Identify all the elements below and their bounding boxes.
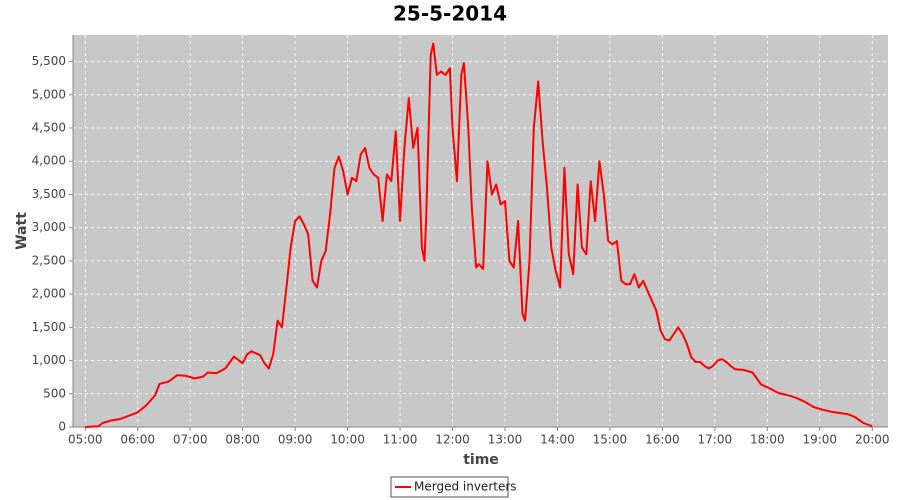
y-tick-label: 3,500 xyxy=(32,187,66,201)
x-tick-label: 20:00 xyxy=(855,433,890,447)
x-tick-label: 14:00 xyxy=(540,433,575,447)
x-tick-label: 13:00 xyxy=(488,433,523,447)
x-tick-label: 06:00 xyxy=(120,433,155,447)
x-tick-label: 08:00 xyxy=(225,433,260,447)
plot-area xyxy=(73,35,888,427)
y-tick-label: 3,000 xyxy=(32,220,66,234)
x-tick-label: 10:00 xyxy=(330,433,365,447)
chart-title: 25-5-2014 xyxy=(393,2,507,26)
x-tick-label: 07:00 xyxy=(173,433,208,447)
x-axis-label: time xyxy=(463,452,499,468)
y-tick-label: 1,000 xyxy=(32,353,66,367)
x-tick-label: 12:00 xyxy=(435,433,470,447)
y-tick-label: 2,000 xyxy=(32,287,66,301)
x-tick-label: 11:00 xyxy=(383,433,418,447)
y-tick-label: 4,000 xyxy=(32,154,66,168)
x-tick-label: 19:00 xyxy=(802,433,837,447)
chart: 25-5-2014 time Watt 0 500 1,000 1,500 2,000 2… xyxy=(0,0,900,500)
x-tick-label: 15:00 xyxy=(593,433,628,447)
y-tick-label: 5,000 xyxy=(32,87,66,101)
y-tick-label: 4,500 xyxy=(32,121,66,135)
y-tick-label: 1,500 xyxy=(32,320,66,334)
x-tick-label: 18:00 xyxy=(750,433,785,447)
y-tick-label: 500 xyxy=(43,386,66,400)
y-tick-label: 5,500 xyxy=(32,54,66,68)
x-tick-label: 16:00 xyxy=(645,433,680,447)
y-tick-label: 2,500 xyxy=(32,253,66,267)
legend-label: Merged inverters xyxy=(414,480,517,494)
y-axis-label: Watt xyxy=(14,212,30,250)
x-tick-label: 09:00 xyxy=(278,433,313,447)
x-tick-label: 05:00 xyxy=(68,433,103,447)
x-tick-label: 17:00 xyxy=(698,433,733,447)
y-tick-label: 0 xyxy=(58,420,66,434)
